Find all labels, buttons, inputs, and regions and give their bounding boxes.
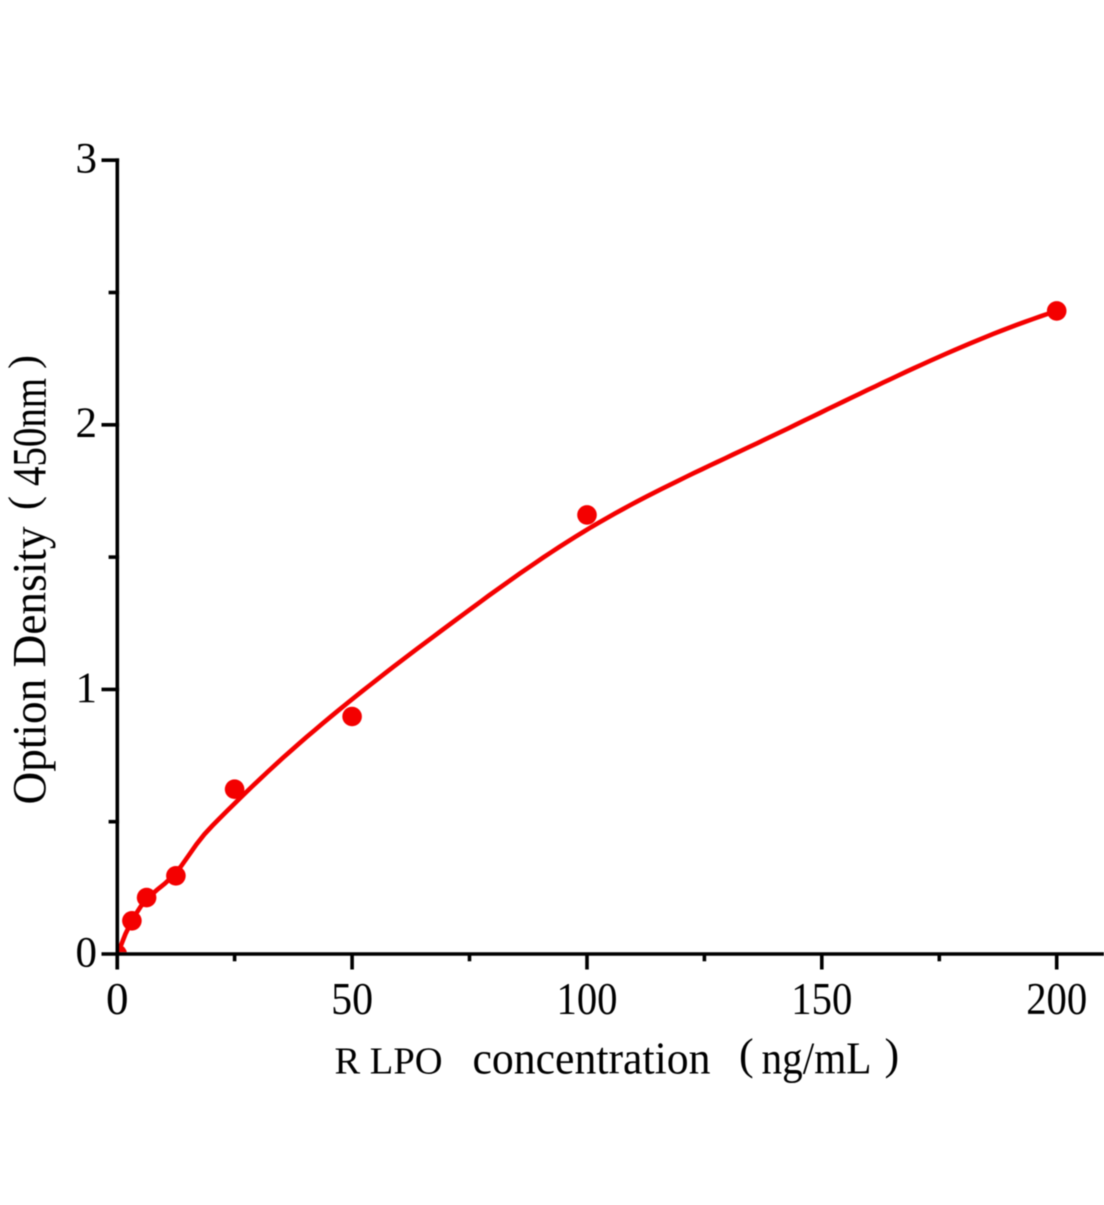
svg-text:2: 2 <box>76 400 98 447</box>
svg-text:Option Density(450nm): Option Density(450nm) <box>2 355 57 805</box>
svg-text:0: 0 <box>106 974 129 1024</box>
svg-text:100: 100 <box>557 974 618 1024</box>
svg-text:200: 200 <box>1026 974 1087 1024</box>
svg-text:1: 1 <box>76 665 98 712</box>
svg-text:50: 50 <box>331 974 373 1024</box>
svg-text:150: 150 <box>791 974 852 1024</box>
svg-text:0: 0 <box>76 929 98 976</box>
svg-text:3: 3 <box>76 136 98 183</box>
